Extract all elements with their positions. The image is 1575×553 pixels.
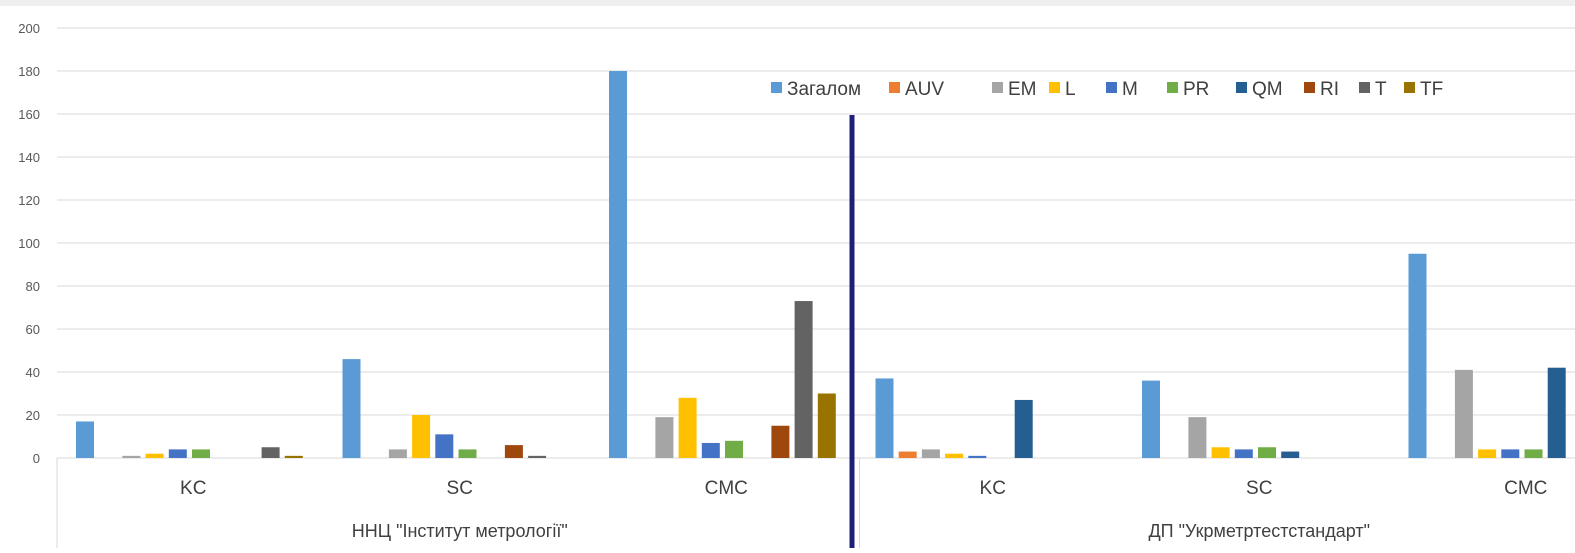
bar-EM-3 <box>921 449 940 458</box>
x-group-label: ННЦ "Інститут метрології" <box>352 521 568 541</box>
legend-swatch-L <box>1049 82 1060 93</box>
legend-swatch-AUV <box>889 82 900 93</box>
y-tick-label: 120 <box>18 193 40 208</box>
bar-PR-2 <box>725 440 743 458</box>
bar-AUV-3 <box>898 451 917 458</box>
bar-M-2 <box>701 442 720 458</box>
bar-Загалом-5 <box>1408 253 1427 458</box>
bar-M-0 <box>168 449 187 458</box>
y-tick-label: 20 <box>26 408 40 423</box>
bar-Загалом-4 <box>1142 380 1160 458</box>
bar-L-0 <box>145 453 164 458</box>
bar-L-2 <box>678 397 697 458</box>
legend-label-M: M <box>1122 79 1138 100</box>
bar-QM-4 <box>1281 451 1300 458</box>
legend-label-Загалом: Загалом <box>787 79 861 100</box>
y-tick-label: 140 <box>18 150 40 165</box>
bar-M-5 <box>1501 449 1520 458</box>
legend-label-EM: EM <box>1008 79 1037 100</box>
bar-Загалом-2 <box>609 71 627 458</box>
x-category-label: KC <box>180 478 206 499</box>
y-tick-label: 80 <box>26 279 40 294</box>
legend-swatch-EM <box>992 82 1003 93</box>
bar-EM-4 <box>1188 417 1207 458</box>
bar-QM-5 <box>1547 367 1566 458</box>
x-category-label: SC <box>1246 478 1272 499</box>
bar-T-0 <box>261 447 280 458</box>
legend-swatch-PR <box>1167 82 1178 93</box>
legend-label-T: T <box>1375 79 1387 100</box>
bar-PR-4 <box>1258 447 1276 458</box>
bar-L-4 <box>1211 447 1230 458</box>
y-tick-label: 180 <box>18 64 40 79</box>
legend-swatch-TF <box>1404 82 1415 93</box>
legend-label-L: L <box>1065 79 1076 100</box>
legend-swatch-QM <box>1236 82 1247 93</box>
bar-PR-1 <box>458 449 477 458</box>
x-group-label: ДП "Укрметртестстандарт" <box>1148 521 1370 541</box>
bar-L-1 <box>412 415 431 458</box>
bar-M-1 <box>435 434 454 458</box>
legend-swatch-RI <box>1304 82 1315 93</box>
legend-label-PR: PR <box>1183 79 1209 100</box>
legend-label-QM: QM <box>1252 79 1283 100</box>
y-tick-label: 40 <box>26 365 40 380</box>
x-category-label: KC <box>980 478 1006 499</box>
bar-M-4 <box>1234 449 1253 458</box>
y-tick-label: 160 <box>18 107 40 122</box>
x-category-label: CMC <box>1504 478 1547 499</box>
bar-Загалом-3 <box>875 378 894 458</box>
bar-EM-0 <box>122 455 141 458</box>
bar-L-3 <box>945 453 964 458</box>
legend-swatch-M <box>1106 82 1117 93</box>
y-tick-label: 100 <box>18 236 40 251</box>
bar-T-2 <box>794 301 813 458</box>
y-tick-label: 0 <box>33 451 40 466</box>
y-tick-label: 200 <box>18 21 40 36</box>
bar-PR-5 <box>1524 449 1543 458</box>
bar-T-1 <box>528 455 547 458</box>
legend-swatch-T <box>1359 82 1370 93</box>
bar-RI-2 <box>771 425 790 458</box>
bar-EM-5 <box>1454 369 1473 458</box>
x-category-label: CMC <box>705 478 748 499</box>
legend-swatch-Загалом <box>771 82 782 93</box>
legend-label-AUV: AUV <box>905 79 944 100</box>
bar-QM-3 <box>1014 399 1033 458</box>
bar-chart: 0 20 40 60 80 100 120 140 160 180 200 KC SC CMC ННЦ "І… <box>18 21 1575 548</box>
bar-PR-0 <box>192 449 210 458</box>
bar-EM-2 <box>655 417 674 458</box>
bar-Загалом-0 <box>76 421 94 458</box>
y-tick-label: 60 <box>26 322 40 337</box>
bar-M-3 <box>968 455 987 458</box>
bar-L-5 <box>1478 449 1497 458</box>
bar-RI-1 <box>504 445 523 458</box>
legend-label-TF: TF <box>1420 79 1443 100</box>
bar-TF-2 <box>817 393 836 458</box>
x-category-label: SC <box>447 478 473 499</box>
bar-TF-0 <box>284 455 303 458</box>
legend-label-RI: RI <box>1320 79 1339 100</box>
bar-Загалом-1 <box>342 359 361 458</box>
bar-EM-1 <box>388 449 407 458</box>
